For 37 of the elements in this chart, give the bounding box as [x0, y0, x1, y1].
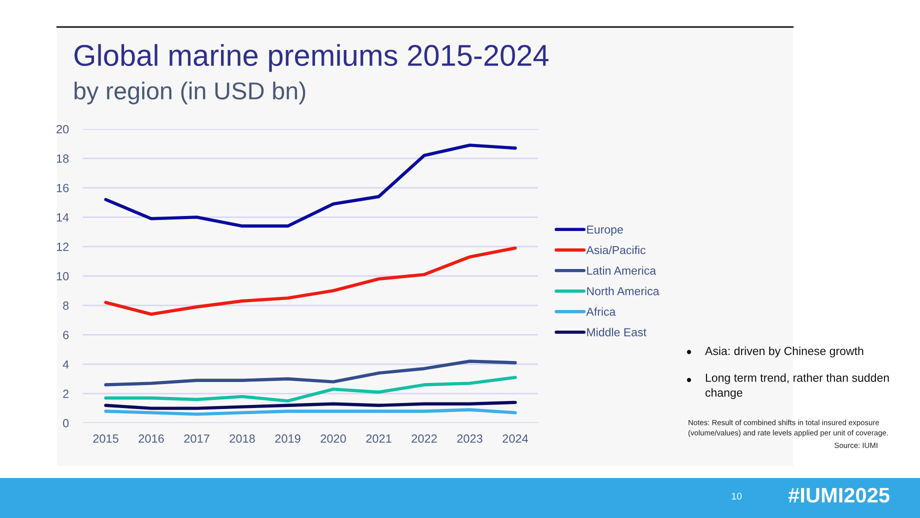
legend-label: Africa	[586, 307, 616, 316]
line-series	[104, 144, 517, 228]
x-tick-label: 2016	[138, 434, 164, 443]
legend-label: North America	[587, 286, 660, 296]
line-series	[104, 376, 517, 403]
y-tick-label: 20	[56, 125, 69, 134]
y-tick-label: 0	[63, 419, 69, 428]
text: 10	[732, 492, 742, 500]
y-tick-label: 18	[56, 154, 69, 163]
legend-label: Middle East	[587, 328, 646, 336]
line-series	[104, 246, 517, 316]
chart-subtitle: by region (in USD bn)	[74, 82, 306, 104]
text: Asia: driven by Chinese growth	[705, 346, 864, 358]
text: Long term trend, rather than sudden change	[705, 373, 889, 400]
legend-label: Latin America	[587, 266, 656, 275]
y-tick-label: 16	[56, 184, 69, 192]
x-tick-label: 2015	[93, 434, 118, 443]
text: #IUMI2025	[788, 488, 890, 503]
legend-label: Europe	[587, 226, 623, 236]
x-tick-label: 2024	[502, 434, 528, 443]
x-tick-label: 2019	[275, 434, 300, 443]
x-tick-label: 2023	[457, 434, 482, 443]
y-tick-label: 6	[63, 330, 69, 340]
y-tick-label: 12	[56, 242, 69, 251]
x-tick-label: 2021	[366, 434, 392, 443]
y-tick-label: 8	[63, 301, 69, 310]
line-series	[104, 360, 517, 386]
x-tick-label: 2018	[230, 434, 255, 443]
y-tick-label: 4	[62, 360, 69, 368]
y-tick-label: 14	[56, 213, 69, 222]
y-tick-label: 2	[63, 390, 69, 398]
legend-label: Asia/Pacific	[586, 246, 646, 254]
chart-title: Global marine premiums 2015-2024	[74, 44, 548, 72]
x-tick-label: 2017	[184, 434, 210, 443]
x-tick-label: 2020	[320, 434, 346, 443]
x-tick-label: 2022	[412, 434, 437, 443]
y-tick-label: 10	[56, 272, 69, 280]
